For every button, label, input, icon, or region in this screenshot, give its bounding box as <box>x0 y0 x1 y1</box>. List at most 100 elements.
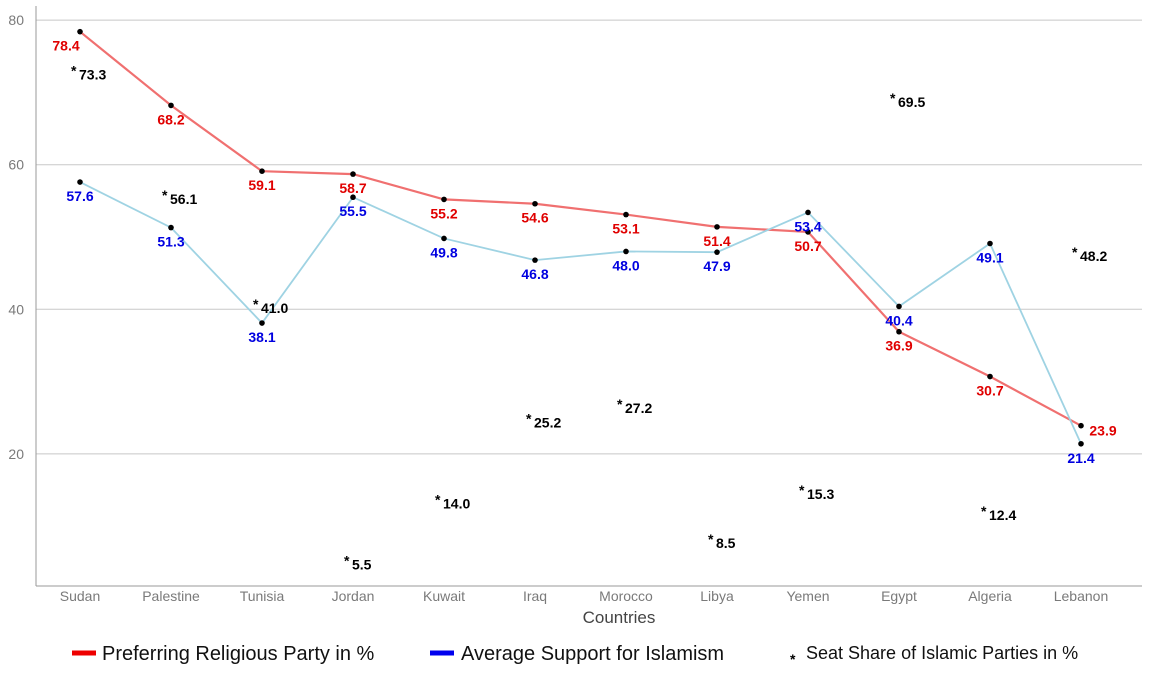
scatter-marker: * <box>253 296 259 312</box>
scatter-marker: * <box>981 503 987 519</box>
data-point <box>350 194 356 201</box>
data-point <box>987 240 993 247</box>
legend: Preferring Religious Party in % Average S… <box>72 643 1078 667</box>
x-tick-label: Lebanon <box>1054 588 1109 604</box>
x-tick-label: Tunisia <box>240 588 285 604</box>
x-tick-label: Jordan <box>332 588 375 604</box>
scatter-marker: * <box>435 491 441 507</box>
data-point <box>896 303 902 310</box>
scatter-marker: * <box>526 410 532 426</box>
data-point <box>77 179 83 185</box>
scatter-marker: * <box>1072 244 1078 260</box>
data-label: 12.4 <box>989 507 1016 523</box>
data-point <box>259 320 265 326</box>
y-tick-label: 60 <box>8 157 24 173</box>
x-tick-label: Kuwait <box>423 588 465 604</box>
x-tick-label: Egypt <box>881 588 917 604</box>
scatter-marker: * <box>890 90 896 106</box>
data-label: 68.2 <box>157 111 184 127</box>
data-label: 23.9 <box>1089 423 1116 439</box>
x-tick-label: Iraq <box>523 588 547 604</box>
data-point <box>168 102 174 109</box>
data-label: 73.3 <box>79 67 106 83</box>
data-point <box>623 248 629 255</box>
series-line-0 <box>79 30 1082 427</box>
x-tick-label: Libya <box>700 588 734 604</box>
data-label: 53.1 <box>612 221 639 237</box>
legend-label-seat-share: Seat Share of Islamic Parties in % <box>806 643 1078 663</box>
data-point <box>623 211 629 218</box>
series-lines <box>79 30 1082 445</box>
scatter-marker: * <box>708 531 714 547</box>
data-label: 48.2 <box>1080 248 1107 264</box>
data-label: 8.5 <box>716 535 736 551</box>
scatter-marker: * <box>799 482 805 498</box>
data-point <box>259 168 265 175</box>
data-point <box>1078 440 1084 447</box>
data-label: 21.4 <box>1067 450 1094 466</box>
data-label: 55.2 <box>430 205 457 221</box>
data-point <box>896 328 902 335</box>
data-label: 51.3 <box>157 234 184 250</box>
y-tick-label: 20 <box>8 446 24 462</box>
x-tick-label: Palestine <box>142 588 200 604</box>
y-tick-label: 80 <box>8 12 24 28</box>
data-point <box>805 209 811 216</box>
data-label: 5.5 <box>352 557 372 573</box>
data-label: 54.6 <box>521 210 548 226</box>
data-label: 41.0 <box>261 300 288 316</box>
data-point <box>714 224 720 230</box>
data-point <box>441 235 447 242</box>
scatter-marker: * <box>71 63 77 79</box>
axes <box>35 6 1142 587</box>
data-point <box>1078 422 1084 429</box>
data-label: 49.8 <box>430 244 457 260</box>
scatter-marker: * <box>162 187 168 203</box>
data-label: 47.9 <box>703 258 730 274</box>
grid-lines <box>36 19 1142 455</box>
scatter-marker: * <box>344 553 350 569</box>
y-axis-ticks: 20 40 60 80 <box>8 12 24 462</box>
data-label: 27.2 <box>625 400 652 416</box>
data-label: 14.0 <box>443 495 470 511</box>
data-label: 48.0 <box>612 257 639 273</box>
data-point <box>532 257 538 263</box>
x-axis-ticks: Sudan Palestine Tunisia Jordan Kuwait Iraq Mor… <box>60 588 1109 604</box>
data-point <box>168 224 174 231</box>
data-label: 40.4 <box>885 312 912 328</box>
data-label: 57.6 <box>66 188 93 204</box>
data-label: 56.1 <box>170 191 197 207</box>
data-label: 30.7 <box>976 383 1003 399</box>
data-point <box>77 28 83 35</box>
data-label: 36.9 <box>885 338 912 354</box>
data-label: 53.4 <box>794 218 821 234</box>
data-label: 49.1 <box>976 250 1003 266</box>
data-label: 58.7 <box>339 180 366 196</box>
y-tick-label: 40 <box>8 301 24 317</box>
legend-marker-seat-share: * <box>790 651 796 667</box>
legend-label-islamism: Average Support for Islamism <box>461 643 724 665</box>
x-tick-label: Yemen <box>786 588 829 604</box>
data-point <box>441 196 447 203</box>
data-point <box>714 249 720 255</box>
data-point <box>987 373 993 380</box>
data-label: 59.1 <box>248 177 275 193</box>
x-tick-label: Morocco <box>599 588 653 604</box>
data-label: 46.8 <box>521 266 548 282</box>
data-label: 38.1 <box>248 329 275 345</box>
data-label: 15.3 <box>807 486 834 502</box>
series-labels: 78.4 68.2 59.1 58.7 55.2 54.6 53.1 51.4 50.7 36.9… <box>52 38 1116 573</box>
x-tick-label: Sudan <box>60 588 100 604</box>
series-line-1 <box>79 181 1082 445</box>
data-label: 55.5 <box>339 203 366 219</box>
data-point <box>532 200 538 207</box>
data-label: 69.5 <box>898 94 925 110</box>
data-label: 25.2 <box>534 414 561 430</box>
data-point <box>805 229 811 235</box>
series-points: * * * * * * * * * * * * <box>71 28 1084 569</box>
data-label: 50.7 <box>794 238 821 254</box>
scatter-marker: * <box>617 396 623 412</box>
x-tick-label: Algeria <box>968 588 1012 604</box>
legend-label-religious-party: Preferring Religious Party in % <box>102 643 375 665</box>
